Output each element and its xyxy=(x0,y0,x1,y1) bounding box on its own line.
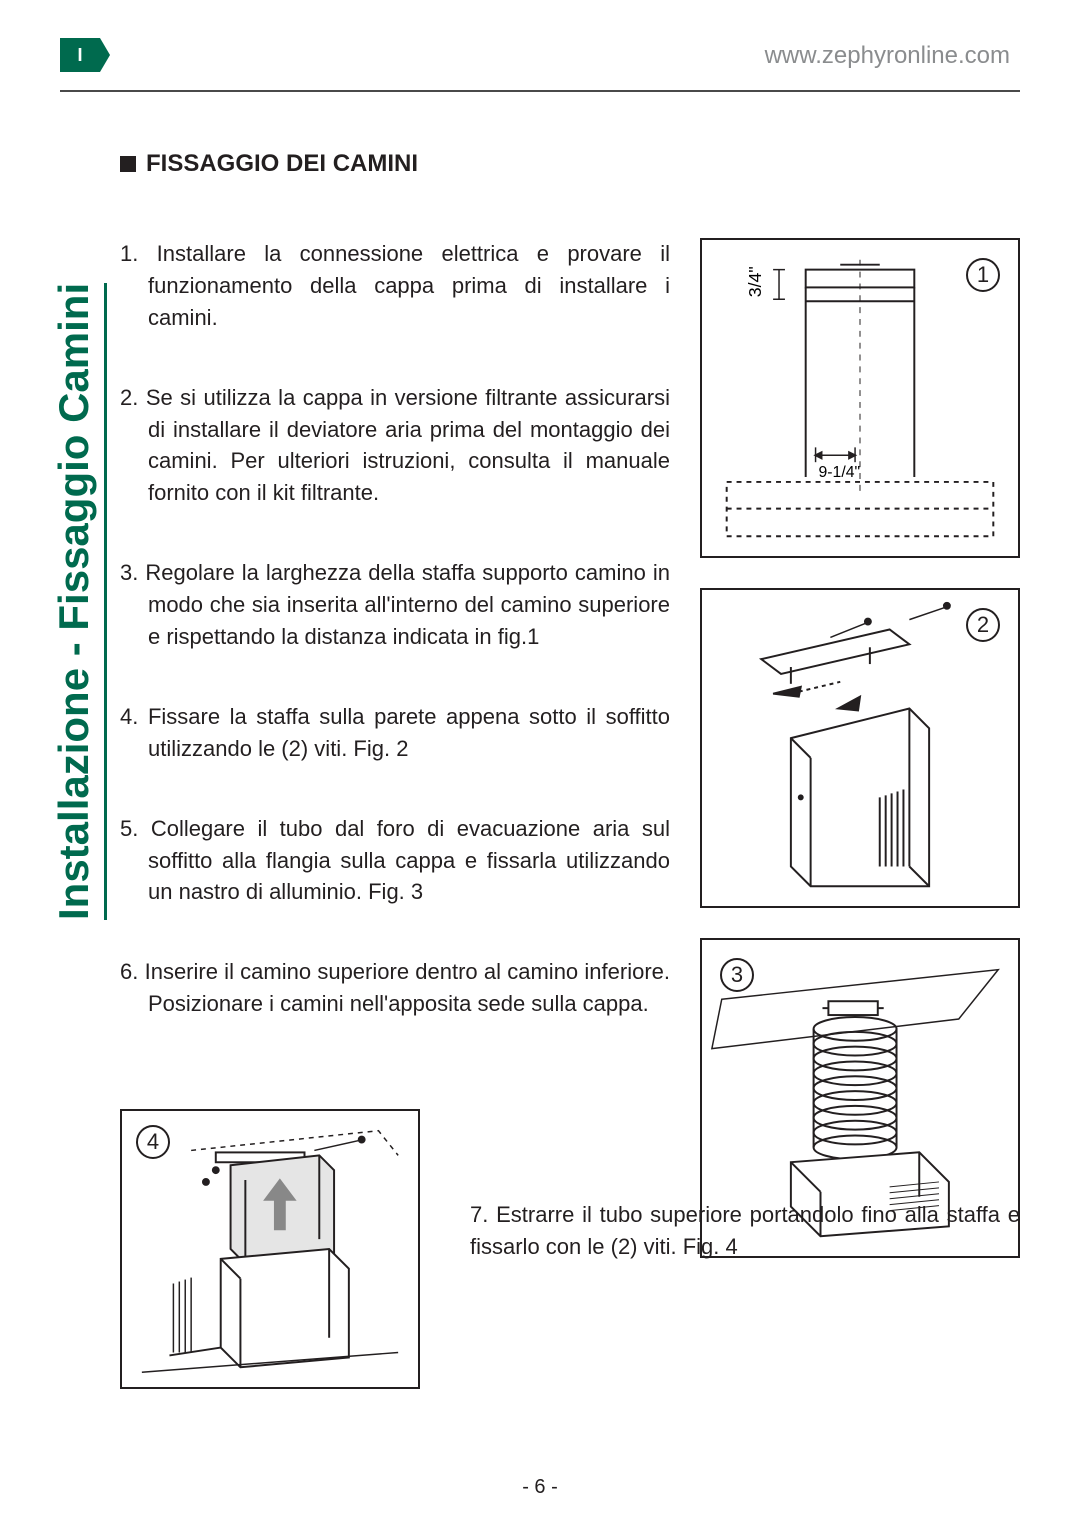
section-title-text: FISSAGGIO DEI CAMINI xyxy=(146,150,418,178)
page: I www.zephyronline.com Installazione - F… xyxy=(0,0,1080,1529)
two-column-layout: Installare la connessione elettrica e pr… xyxy=(120,238,1020,1258)
step-4: Fissare la staffa sulla parete appena so… xyxy=(120,701,670,765)
step-1: Installare la connessione elettrica e pr… xyxy=(120,238,670,334)
step-2: Se si utilizza la cappa in versione filt… xyxy=(120,382,670,510)
header-url: www.zephyronline.com xyxy=(765,42,1010,70)
steps-list: Installare la connessione elettrica e pr… xyxy=(120,238,670,1258)
figure-4: 4 xyxy=(120,1109,420,1389)
content-area: FISSAGGIO DEI CAMINI Installare la conne… xyxy=(120,150,1020,1449)
figure-number-3: 3 xyxy=(720,958,754,992)
figures-column: 1 xyxy=(700,238,1020,1258)
fig1-dim-inner: 9-1/4" xyxy=(819,464,861,481)
figure-number-2: 2 xyxy=(966,608,1000,642)
figure-2: 2 xyxy=(700,588,1020,908)
step-5: Collegare il tubo dal foro di evacuazion… xyxy=(120,813,670,909)
language-flag-tab: I xyxy=(60,38,100,72)
header-divider xyxy=(60,90,1020,92)
step-6: Inserire il camino superiore dentro al c… xyxy=(120,956,670,1020)
square-bullet-icon xyxy=(120,156,136,172)
step-7: 7. Estrarre il tubo superiore portandolo… xyxy=(470,1109,1020,1263)
fig1-dim-top: 3/4" xyxy=(745,266,765,297)
figure-4-row: 4 xyxy=(120,1109,1020,1389)
figure-number-4: 4 xyxy=(136,1125,170,1159)
figure-1: 1 xyxy=(700,238,1020,558)
step-3: Regolare la larghezza della staffa suppo… xyxy=(120,557,670,653)
section-title: FISSAGGIO DEI CAMINI xyxy=(120,150,1020,178)
side-title: Installazione - Fissaggio Camini xyxy=(50,283,107,920)
flag-letter: I xyxy=(77,45,82,66)
figure-number-1: 1 xyxy=(966,258,1000,292)
page-number: - 6 - xyxy=(0,1476,1080,1499)
